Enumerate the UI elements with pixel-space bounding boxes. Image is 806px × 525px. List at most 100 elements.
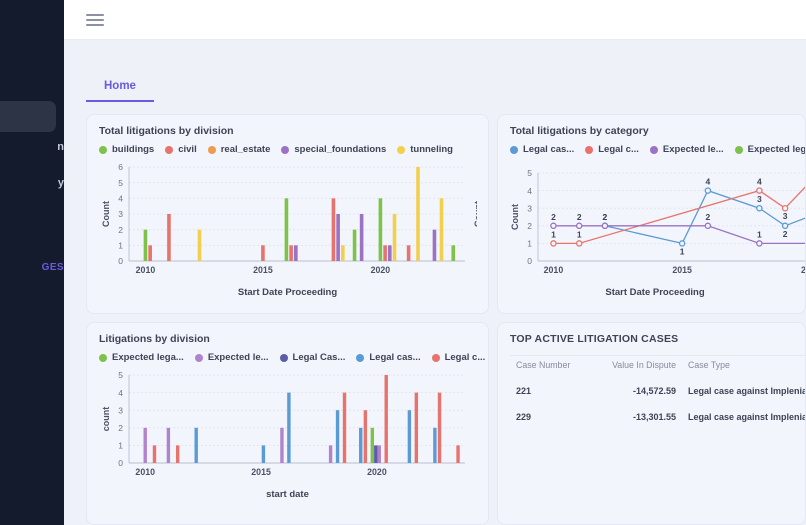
legend-label: Expected leg (747, 144, 806, 155)
svg-text:2: 2 (603, 212, 608, 222)
card-title: Litigations by division (99, 333, 210, 345)
legend-color-dot (734, 145, 743, 154)
legend-label: Legal c... (444, 352, 486, 363)
legend-label: civil (178, 144, 197, 155)
x-axis-title: start date (266, 489, 309, 500)
legend-item[interactable]: Expected lega... (99, 352, 184, 363)
legend-item[interactable]: Legal cas... (356, 352, 421, 363)
legend-item[interactable]: real_estate (207, 144, 271, 155)
table-cell-value-in-dispute: -14,572.59 (632, 386, 676, 396)
legend-item[interactable]: Expected le... (649, 144, 724, 155)
sidebar-item-main[interactable]: n (57, 141, 64, 153)
legend-item[interactable]: Expected le... (194, 352, 269, 363)
legend-label: tunneling (410, 144, 453, 155)
legend-color-dot (207, 145, 216, 154)
plot-area: 0 1 2 3 4 5 6 2010 2015 2020 Count Count (99, 161, 483, 284)
tab-home[interactable]: Home (86, 80, 154, 102)
svg-text:3: 3 (757, 194, 762, 204)
table-cell-case-type: Legal case against Implenia (688, 412, 806, 422)
svg-text:2020: 2020 (367, 467, 387, 477)
top-bar (64, 0, 806, 40)
legend-item[interactable]: Legal c... (585, 144, 639, 155)
legend-color-dot (510, 145, 518, 154)
legend-label: Legal cas... (369, 352, 421, 363)
svg-text:2: 2 (551, 212, 556, 222)
svg-text:2: 2 (118, 423, 123, 433)
sidebar-active-highlight[interactable] (0, 101, 56, 132)
svg-text:2015: 2015 (251, 467, 271, 477)
legend-color-dot (649, 145, 658, 154)
svg-text:4: 4 (527, 186, 532, 196)
chart-legend: Expected lega... Expected le... Legal Cas.… (99, 352, 485, 363)
legend-label: Expected le... (662, 144, 724, 155)
legend-item[interactable]: Legal Cas... (279, 352, 346, 363)
legend-label: Expected le... (207, 352, 269, 363)
svg-text:2020: 2020 (801, 265, 806, 275)
legend-color-dot (585, 145, 594, 154)
svg-text:0: 0 (118, 256, 123, 266)
table-column-header[interactable]: Case Type (682, 355, 805, 378)
legend-color-dot (397, 145, 406, 154)
svg-text:0: 0 (118, 458, 123, 468)
svg-text:1: 1 (118, 441, 123, 451)
card-litigations-by-division: Litigations by division Expected lega...… (86, 322, 489, 525)
svg-text:2015: 2015 (672, 265, 692, 275)
legend-label: Legal Cas... (292, 352, 346, 363)
legend-item[interactable]: civil (165, 144, 197, 155)
svg-text:1: 1 (680, 246, 685, 256)
svg-text:2020: 2020 (371, 265, 391, 275)
x-axis-title: Start Date Proceeding (237, 287, 338, 298)
legend-color-dot (281, 145, 290, 154)
dashboard-grid: Total litigations by division buildings c… (64, 102, 806, 525)
legend-item[interactable]: buildings (99, 144, 154, 155)
legend-item[interactable]: special_foundations (281, 144, 386, 155)
legend-color-dot (431, 353, 440, 362)
svg-text:2010: 2010 (544, 265, 564, 275)
legend-label: buildings (112, 144, 155, 155)
chart-legend: Legal cas... Legal c... Expected le... Expe… (510, 144, 805, 155)
svg-text:6: 6 (118, 162, 123, 172)
svg-text:2: 2 (527, 221, 532, 231)
main-area: Home Total litigations by division build… (64, 0, 806, 525)
card-total-litigations-by-division: Total litigations by division buildings c… (86, 114, 489, 314)
svg-text:5: 5 (118, 178, 123, 188)
legend-item[interactable]: tunneling (397, 144, 453, 155)
table-row[interactable]: 229 -13,301.55 Legal case against Implenia… (510, 404, 806, 430)
card-top-active-litigation-cases: TOP ACTIVE LITIGATION CASES Case Number V… (497, 322, 806, 525)
sidebar-item-cases[interactable]: GES (41, 262, 64, 273)
x-axis-title: Start Date Proceeding (605, 287, 705, 298)
line-chart-category-total: 012345201020152020Count21432114352222112 (510, 168, 806, 275)
svg-text:2015: 2015 (253, 265, 273, 275)
table-cell-case-number: 229 (516, 412, 532, 422)
table-row[interactable]: 221 -14,572.59 Legal case against Implenia… (510, 378, 805, 404)
svg-text:2: 2 (577, 212, 582, 222)
svg-text:1: 1 (527, 239, 532, 249)
sidebar-item-summary[interactable]: y (57, 177, 64, 189)
svg-text:1: 1 (757, 229, 762, 239)
table-column-header[interactable]: Value In Dispute (590, 355, 682, 378)
svg-text:4: 4 (757, 177, 762, 187)
legend-label: real_estate (220, 144, 271, 155)
svg-text:4: 4 (118, 194, 123, 204)
svg-text:2010: 2010 (135, 467, 155, 477)
legend-item[interactable]: Legal c... (431, 352, 486, 363)
svg-text:3: 3 (118, 209, 123, 219)
table-column-header[interactable]: Case Number (510, 355, 590, 378)
svg-text:2: 2 (118, 225, 123, 235)
svg-text:3: 3 (527, 203, 532, 213)
tab-strip: Home (64, 62, 806, 102)
plot-area: 012345201020152020Count21432114352222112 (510, 161, 805, 284)
svg-text:1: 1 (577, 229, 582, 239)
svg-text:1: 1 (551, 229, 556, 239)
legend-label: special_foundations (294, 144, 387, 155)
legend-item[interactable]: Expected leg (734, 144, 806, 155)
table-title: TOP ACTIVE LITIGATION CASES (510, 333, 679, 345)
svg-text:Count: Count (101, 201, 111, 227)
legend-color-dot (99, 145, 107, 154)
legend-item[interactable]: Legal cas... (510, 144, 574, 155)
svg-text:2: 2 (783, 229, 788, 239)
hamburger-menu-icon[interactable] (86, 11, 104, 29)
